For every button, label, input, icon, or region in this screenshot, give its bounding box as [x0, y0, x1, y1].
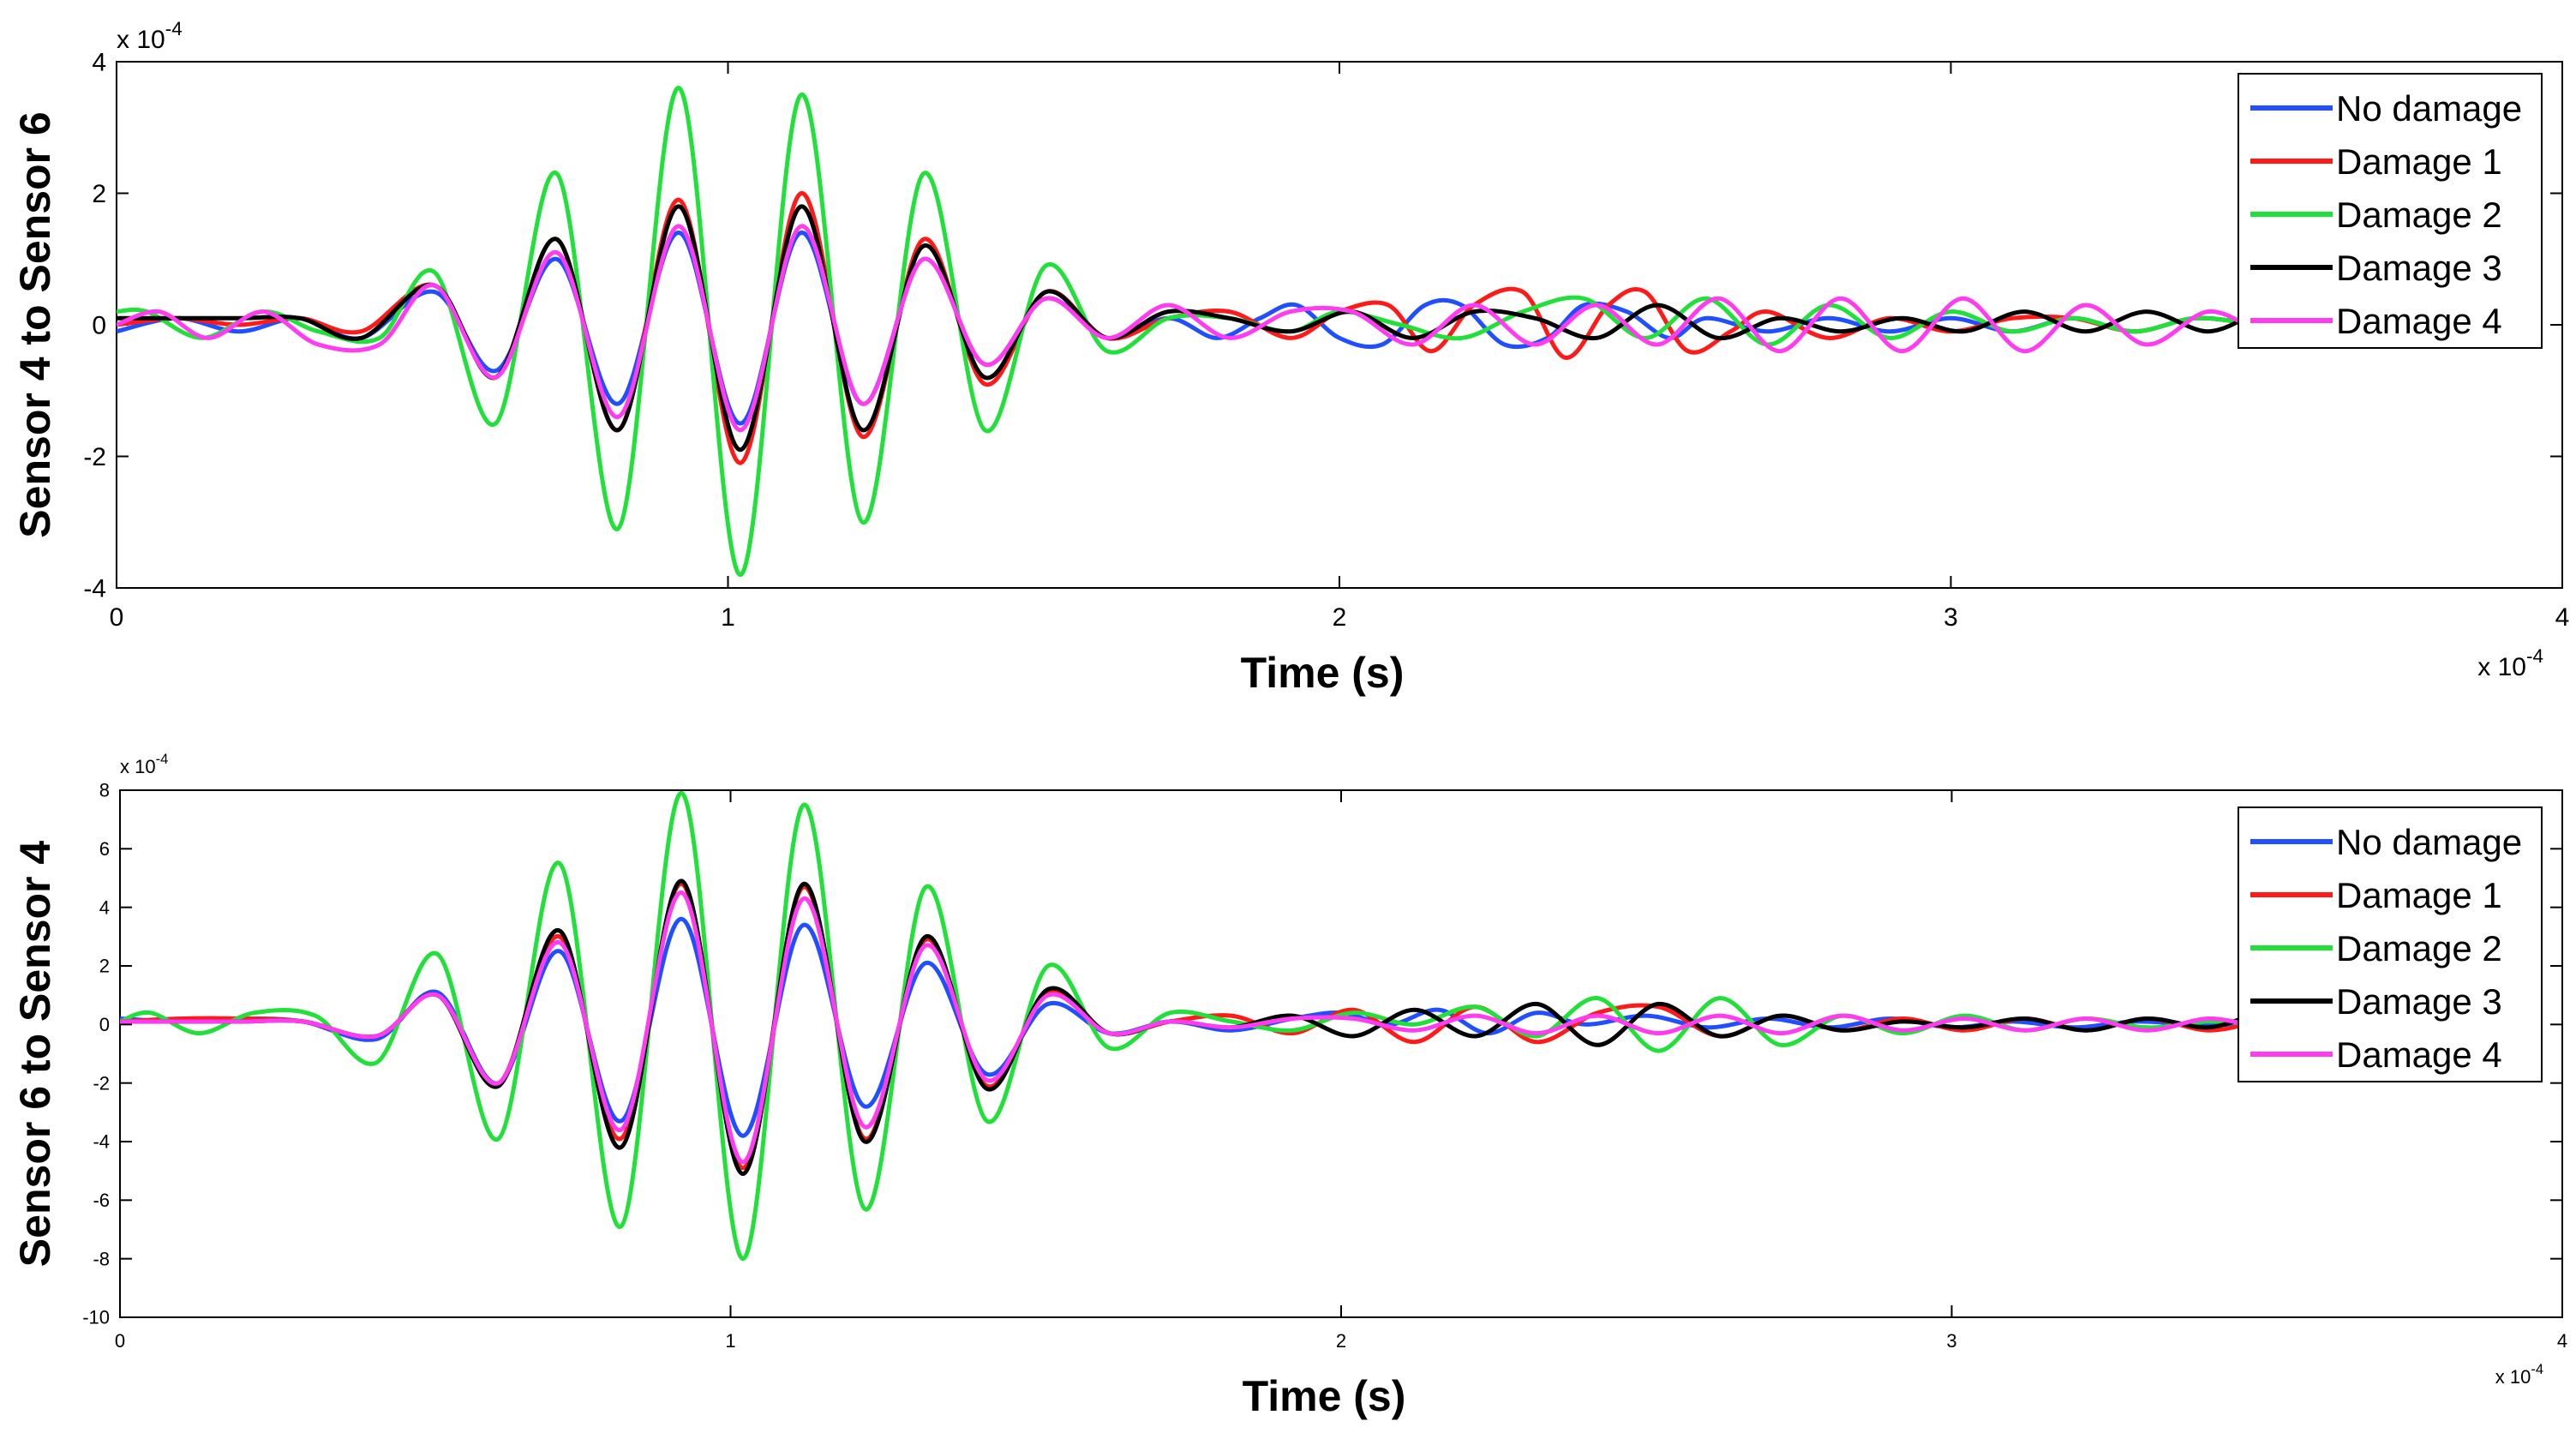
- series-damage-2-line: [117, 86, 2257, 578]
- x-axis-label: Time (s): [1243, 1372, 1406, 1420]
- x-exponent-power: -4: [2526, 645, 2543, 667]
- y-axis-label: Sensor 6 to Sensor 4: [11, 841, 59, 1268]
- x-tick-label: 2: [1333, 603, 1347, 632]
- x-tick-label: 0: [115, 1330, 125, 1352]
- y-tick-label: -2: [83, 443, 106, 471]
- legend-entry: Damage 4: [2336, 301, 2502, 341]
- legend-entry: Damage 2: [2336, 928, 2502, 968]
- plot-area: [116, 61, 2563, 589]
- legend-entry: Damage 1: [2336, 875, 2502, 915]
- legend-box: [2238, 806, 2543, 1082]
- y-tick-label: -2: [93, 1072, 110, 1094]
- y-axis-label: Sensor 4 to Sensor 6: [11, 111, 59, 537]
- y-exponent-label: x 10-4: [120, 752, 168, 777]
- x-tick-label: 2: [1336, 1330, 1346, 1352]
- x-tick-label: 1: [725, 1330, 735, 1352]
- plot-area: [119, 789, 2563, 1318]
- legend-entry: Damage 3: [2336, 248, 2502, 288]
- y-tick-label: 0: [99, 1014, 110, 1035]
- legend-entry: Damage 2: [2336, 195, 2502, 235]
- x-tick-label: 1: [721, 603, 735, 632]
- legend-entry: No damage: [2336, 822, 2522, 862]
- x-exponent-label: x 10-4: [2495, 1362, 2543, 1388]
- y-tick-label: -4: [83, 575, 106, 603]
- y-tick-label: -10: [82, 1307, 110, 1328]
- y-tick-label: 2: [99, 956, 110, 977]
- x-tick-label: 0: [110, 603, 124, 632]
- legend-entry: Damage 3: [2336, 981, 2502, 1022]
- series-damage-2-line: [120, 790, 2257, 1262]
- y-tick-label: 8: [99, 780, 110, 801]
- y-tick-label: 0: [92, 312, 106, 340]
- y-exponent-power: -4: [165, 18, 183, 39]
- y-tick-label: 4: [99, 896, 110, 918]
- series-damage-4-line: [120, 890, 2258, 1165]
- legend-entry: No damage: [2336, 88, 2522, 129]
- legend-box: [2238, 73, 2543, 349]
- x-axis-label: Time (s): [1241, 649, 1405, 697]
- x-tick-label: 4: [2557, 1330, 2567, 1352]
- series-damage-4-line: [117, 224, 2258, 433]
- y-tick-label: 4: [92, 49, 106, 77]
- y-tick-label: 6: [99, 838, 110, 860]
- x-tick-label: 3: [1946, 1330, 1956, 1352]
- y-exponent-base: x 10: [117, 26, 165, 54]
- y-tick-label: -4: [93, 1131, 110, 1153]
- legend-entry: Damage 1: [2336, 141, 2502, 182]
- legend-entry: Damage 4: [2336, 1034, 2502, 1075]
- x-exponent-base: x 10: [2495, 1366, 2531, 1388]
- x-exponent-label: x 10-4: [2477, 645, 2543, 681]
- y-exponent-power: -4: [156, 752, 169, 767]
- y-tick-label: -8: [93, 1248, 110, 1269]
- x-tick-label: 3: [1944, 603, 1958, 632]
- y-tick-label: 2: [92, 180, 106, 208]
- x-exponent-power: -4: [2531, 1362, 2543, 1377]
- y-tick-label: -6: [93, 1190, 110, 1211]
- x-exponent-base: x 10: [2477, 653, 2526, 681]
- y-exponent-base: x 10: [120, 756, 156, 777]
- y-exponent-label: x 10-4: [117, 18, 183, 54]
- x-tick-label: 4: [2555, 603, 2570, 632]
